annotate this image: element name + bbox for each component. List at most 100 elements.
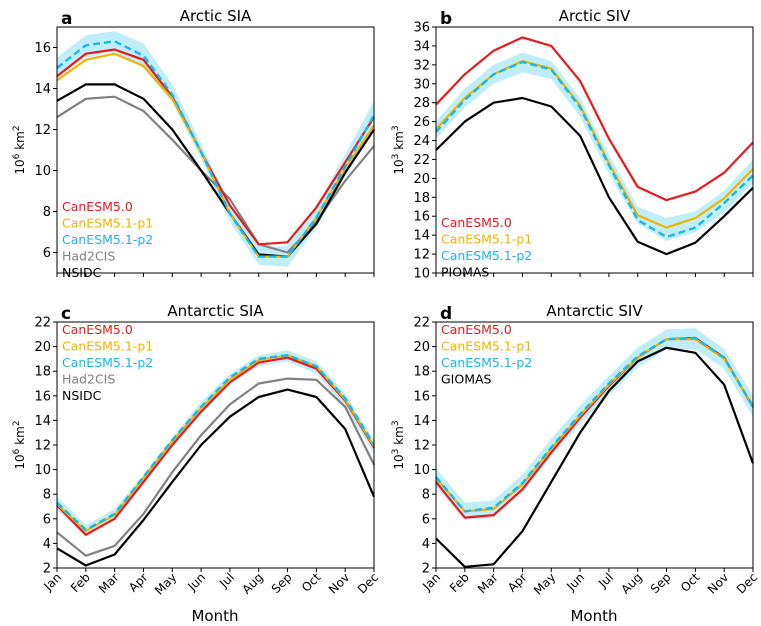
- y-tick-label: 10: [34, 463, 51, 478]
- y-tick-label: 28: [413, 96, 430, 111]
- legend-entry-canesm5-1-p1: CanESM5.1-p1: [62, 216, 153, 231]
- y-tick-label: 18: [34, 365, 51, 380]
- x-tick-label: Oct: [678, 570, 703, 595]
- x-tick-label: Aug: [618, 570, 644, 596]
- legend-entry-canesm5-1-p1: CanESM5.1-p1: [441, 232, 532, 247]
- x-tick-label: Feb: [68, 570, 93, 595]
- y-tick-label: 4: [422, 537, 430, 552]
- panel-title: Arctic SIA: [180, 7, 252, 25]
- legend-entry-giomas: GIOMAS: [441, 372, 492, 387]
- legend-entry-nsidc: NSIDC: [62, 265, 102, 280]
- y-tick-label: 14: [34, 82, 51, 97]
- panel-a: 6 8 10 12 14 16 Arctic SIA a 106 km2 CanESM5.0 Can…: [12, 7, 376, 280]
- y-tick-label: 26: [413, 115, 430, 130]
- legend-entry-canesm5-0: CanESM5.0: [441, 322, 512, 337]
- x-tick-label: Mar: [475, 570, 501, 596]
- legend-entry-had2cis: Had2CIS: [62, 372, 115, 387]
- x-tick-label: Jun: [184, 570, 208, 594]
- x-tick-label: Jun: [563, 570, 587, 594]
- legend-entry-canesm5-0: CanESM5.0: [441, 215, 512, 230]
- plot-frame: [56, 26, 375, 274]
- y-tick-label: 6: [43, 512, 51, 527]
- y-tick-label: 34: [413, 39, 430, 54]
- y-tick-label: 20: [34, 340, 51, 355]
- series-line-canesm5-1-p2: [435, 336, 755, 513]
- spread-band: [436, 52, 753, 241]
- y-tick-label: 12: [413, 248, 430, 263]
- y-tick-label: 16: [413, 210, 430, 225]
- x-tick-label: Mar: [96, 570, 122, 596]
- legend-entry-canesm5-0: CanESM5.0: [62, 199, 133, 214]
- legend-entry-canesm5-0: CanESM5.0: [62, 322, 133, 337]
- x-tick-label: Jul: [216, 570, 237, 591]
- y-tick-label: 12: [413, 439, 430, 454]
- series-line-canesm5-1-p2: [435, 60, 754, 239]
- y-tick-label: 10: [413, 463, 430, 478]
- series-line-giomas: [435, 346, 755, 568]
- y-tick-label: 16: [413, 389, 430, 404]
- y-axis-label: 103 km3: [391, 125, 406, 174]
- x-tick-label: Oct: [299, 570, 324, 595]
- panel-letter: c: [61, 304, 71, 324]
- series-line-canesm5-1-p2: [56, 354, 376, 532]
- panel-letter: a: [61, 9, 72, 29]
- panel-title: Arctic SIV: [559, 7, 631, 25]
- series-line-canesm5-0: [56, 48, 375, 246]
- y-tick-label: 8: [43, 488, 51, 503]
- y-tick-label: 10: [34, 164, 51, 179]
- legend-entry-canesm5-1-p1: CanESM5.1-p1: [441, 339, 532, 354]
- y-tick-label: 6: [43, 246, 51, 261]
- x-tick-label: Dec: [734, 570, 760, 596]
- y-tick-label: 16: [34, 41, 51, 56]
- y-axis-label: 106 km2: [12, 125, 27, 174]
- y-tick-label: 20: [413, 172, 430, 187]
- x-tick-label: Apr: [126, 570, 151, 595]
- y-tick-label: 32: [413, 58, 430, 73]
- panel-title: Antarctic SIA: [167, 302, 264, 320]
- y-tick-label: 8: [43, 205, 51, 220]
- series-line-nsidc: [56, 83, 375, 258]
- x-tick-label: Dec: [355, 570, 381, 596]
- y-tick-label: 18: [413, 365, 430, 380]
- panel-title: Antarctic SIV: [546, 302, 643, 320]
- y-tick-label: 14: [413, 414, 430, 429]
- legend-entry-canesm5-1-p2: CanESM5.1-p2: [441, 248, 532, 263]
- legend-entry-canesm5-1-p2: CanESM5.1-p2: [441, 355, 532, 370]
- y-tick-label: 30: [413, 77, 430, 92]
- y-tick-label: 22: [413, 153, 430, 168]
- series-line-canesm5-0: [56, 356, 375, 536]
- x-tick-label: Nov: [705, 570, 731, 596]
- x-tick-label: Apr: [505, 570, 530, 595]
- y-axis-label: 106 km2: [12, 420, 27, 469]
- x-tick-label: Aug: [239, 570, 265, 596]
- y-tick-label: 4: [43, 537, 51, 552]
- y-tick-label: 14: [413, 229, 430, 244]
- panel-letter: d: [440, 304, 452, 324]
- legend-entry-had2cis: Had2CIS: [62, 249, 115, 264]
- y-tick-label: 16: [34, 389, 51, 404]
- y-axis-label: 103 km3: [391, 420, 406, 469]
- x-tick-label: Jul: [595, 570, 616, 591]
- plot-frame: [435, 26, 754, 274]
- y-tick-label: 14: [34, 414, 51, 429]
- x-axis-label: Month: [191, 607, 238, 625]
- series-line-piomas: [435, 96, 754, 256]
- panel-letter: b: [440, 9, 452, 29]
- y-tick-label: 18: [413, 191, 430, 206]
- series-line-had2cis: [56, 377, 375, 557]
- x-tick-label: Sep: [648, 570, 674, 596]
- y-tick-label: 6: [422, 512, 430, 527]
- y-tick-label: 36: [413, 21, 430, 36]
- legend-entry-canesm5-1-p1: CanESM5.1-p1: [62, 339, 153, 354]
- panel-b: 10 12 14 16 18 20 22 24 26 28 30 32 34 36 Arctic SIV b 1…: [391, 7, 754, 282]
- x-tick-label: Nov: [326, 570, 352, 596]
- y-tick-label: 8: [422, 488, 430, 503]
- y-tick-label: 2: [422, 562, 430, 577]
- spread-band: [57, 31, 374, 267]
- legend-entry-canesm5-1-p2: CanESM5.1-p2: [62, 232, 153, 247]
- x-tick-label: May: [152, 570, 179, 597]
- x-tick-label: May: [531, 570, 558, 597]
- spread-band: [436, 328, 753, 520]
- series-line-canesm5-1-p2: [56, 40, 376, 258]
